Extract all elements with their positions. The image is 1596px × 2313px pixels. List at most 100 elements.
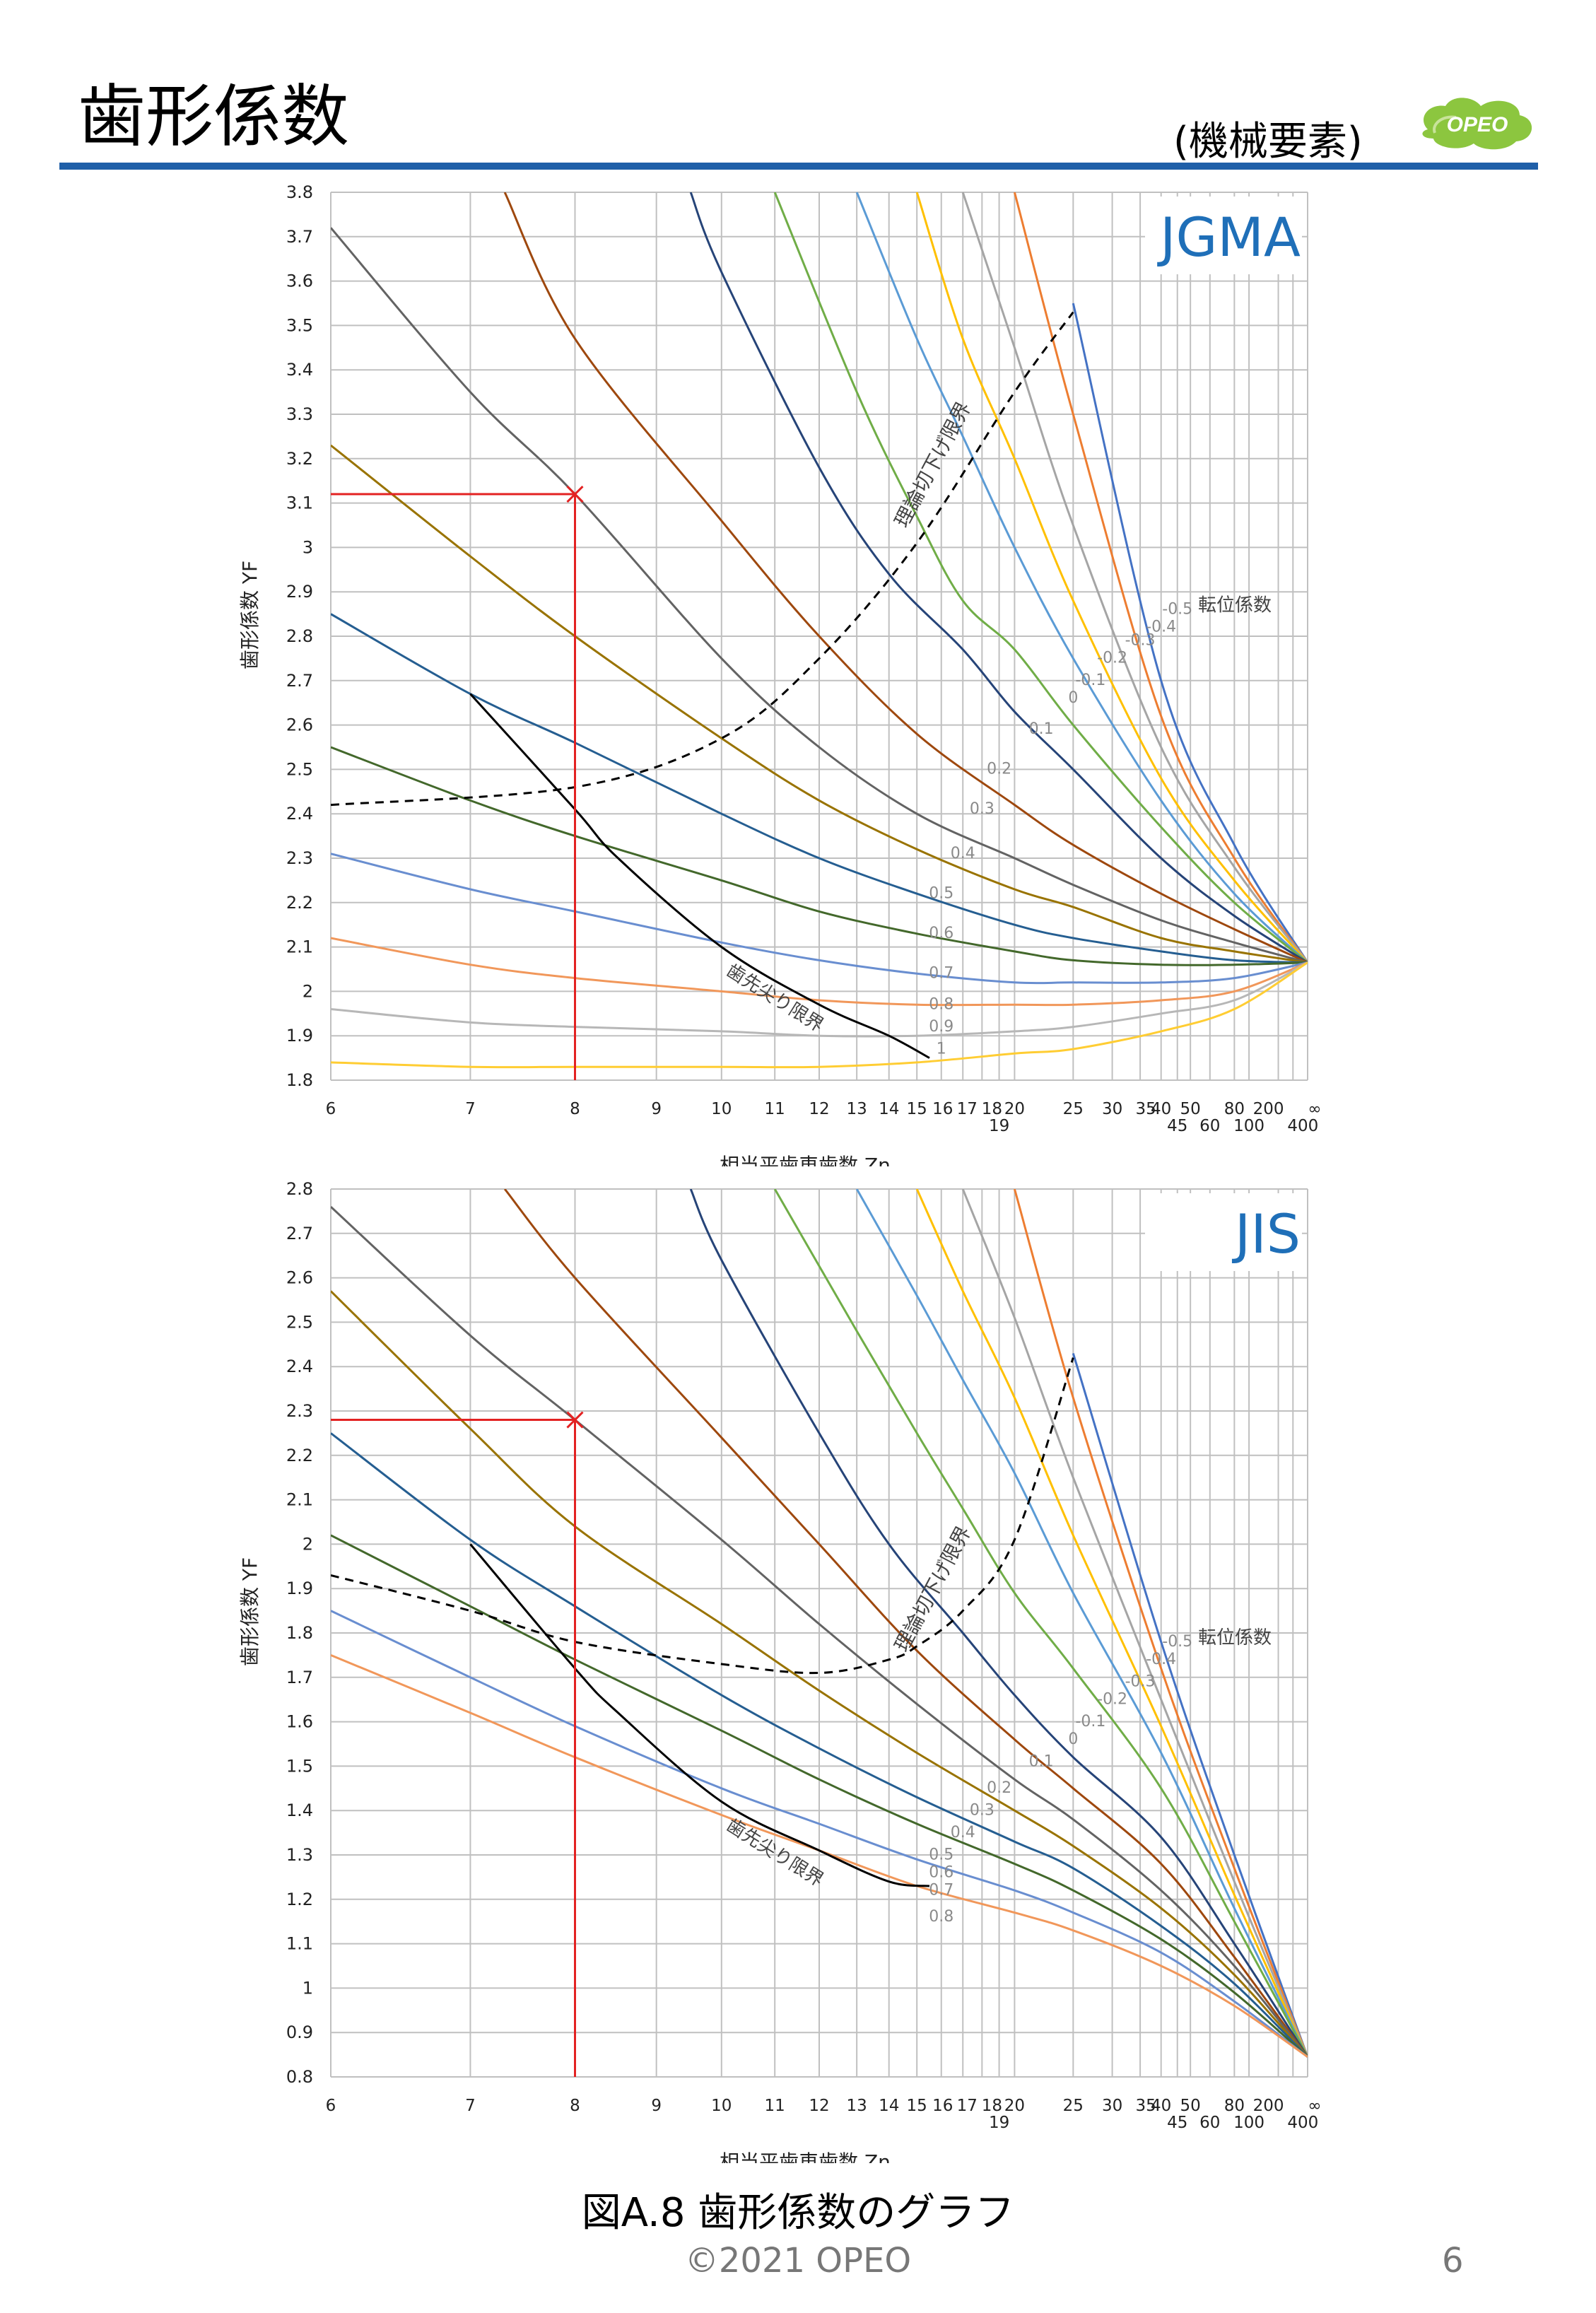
series-label: 0.9 — [929, 1018, 954, 1036]
y-tick-label: 2.8 — [286, 1179, 313, 1199]
series-line — [1072, 303, 1308, 964]
chart-title: JGMA — [1157, 206, 1301, 269]
y-tick-label: 2.5 — [286, 1312, 313, 1332]
x-tick-label: 12 — [809, 1100, 829, 1118]
legend-title: 転位係数 — [1198, 1627, 1272, 1649]
undercut-limit-line — [331, 311, 1074, 807]
series-line — [915, 192, 1308, 964]
x-tick-label: 25 — [1063, 2097, 1084, 2115]
series-label: 0.2 — [987, 761, 1011, 778]
x-tick-label: 12 — [809, 2097, 829, 2115]
x-tick-label: 19 — [989, 2114, 1009, 2132]
x-tick-label: 15 — [907, 1100, 927, 1118]
x-tick-label: 60 — [1199, 1117, 1220, 1135]
y-tick-label: 3.1 — [286, 493, 313, 513]
chart-jis: 0.8 0.9 1 1.1 1.2 1.3 1.4 1.5 1.6 1.7 1.8 1.9 2 2.1 2.… — [238, 1179, 1322, 2163]
y-tick-label: 1.9 — [286, 1579, 313, 1598]
y-tick-label: 2.1 — [286, 1490, 313, 1510]
y-tick-label: 2.2 — [286, 893, 313, 913]
x-tick-label: 16 — [932, 2097, 953, 2115]
y-tick-label: 1.4 — [286, 1800, 313, 1820]
series-line — [915, 1189, 1308, 2058]
x-tick-label: 9 — [651, 1100, 662, 1118]
x-tick-label: 100 — [1233, 2114, 1265, 2132]
marker-cross — [566, 1411, 584, 1429]
x-tick-label: 20 — [1004, 1100, 1025, 1118]
series-line — [331, 227, 1308, 964]
x-tick-label: 10 — [711, 1100, 732, 1118]
series-label: -0.4 — [1146, 619, 1176, 636]
series-label: 0.3 — [970, 1801, 994, 1819]
plot-area — [331, 1189, 1308, 2058]
y-tick-label: 2.7 — [286, 1224, 313, 1243]
series-line — [331, 1534, 1308, 2058]
y-tick-label: 1.8 — [286, 1623, 313, 1643]
chart-title-bg — [1145, 197, 1302, 274]
undercut-limit-line — [331, 1357, 1074, 1675]
series-label: -0.3 — [1125, 632, 1156, 650]
y-tick-label: 3.4 — [286, 360, 313, 380]
series-label: -0.2 — [1097, 1690, 1127, 1708]
x-tick-label: 80 — [1224, 1100, 1245, 1118]
y-tick-label: 2.2 — [286, 1446, 313, 1465]
series-line — [331, 613, 1308, 964]
chart-jgma: 1.8 1.9 2 2.1 2.2 2.3 2.4 2.5 2.6 2.7 2.8 2.9 3 3.1 3.… — [238, 182, 1322, 1166]
grid — [330, 1188, 1308, 2078]
y-tick-label: 2.7 — [286, 671, 313, 691]
x-tick-label: 11 — [765, 2097, 785, 2115]
x-tick-label: 25 — [1063, 1100, 1084, 1118]
series-line — [503, 192, 1308, 964]
y-tick-label: 2.4 — [286, 1357, 313, 1376]
x-tick-label: 40 — [1151, 1100, 1171, 1118]
series-label: -0.5 — [1162, 601, 1192, 619]
series-label: -0.1 — [1075, 672, 1105, 689]
x-tick-label: 17 — [957, 2097, 978, 2115]
series-line — [331, 1432, 1308, 2058]
legend-title: 転位係数 — [1198, 595, 1272, 616]
series-label: 0.1 — [1029, 1752, 1054, 1770]
series-line — [961, 1189, 1308, 2058]
opeo-logo: OPEO — [1422, 98, 1532, 150]
y-tick-label: 3 — [303, 537, 313, 557]
series-line — [689, 1189, 1308, 2058]
copyright: ©2021 OPEO — [684, 2241, 912, 2280]
y-tick-label: 1.5 — [286, 1756, 313, 1776]
x-tick-label: 30 — [1102, 2097, 1122, 2115]
x-tick-label: 30 — [1102, 1100, 1122, 1118]
y-tick-label: 2 — [303, 1534, 313, 1554]
series-label: 0 — [1068, 1731, 1078, 1748]
series-label: 0.4 — [951, 1824, 975, 1841]
x-tick-label: 14 — [879, 1100, 899, 1118]
y-tick-label: 2 — [303, 981, 313, 1001]
x-tick-label: 8 — [570, 2097, 580, 2115]
y-tick-label: 2.4 — [286, 804, 313, 824]
y-tick-label: 1.7 — [286, 1668, 313, 1687]
y-tick-label: 3.5 — [286, 315, 313, 335]
y-tick-label: 1.9 — [286, 1026, 313, 1046]
series-label: 1 — [937, 1040, 946, 1058]
series-line — [1013, 1189, 1308, 2058]
series-label: 0.5 — [929, 885, 954, 903]
series-line — [331, 1654, 1308, 2058]
page-title: 歯形係数 — [78, 77, 349, 156]
series-label: 0.3 — [970, 800, 994, 818]
x-tick-label: 60 — [1199, 2114, 1220, 2132]
x-tick-label: 100 — [1233, 1117, 1265, 1135]
y-tick-label: 2.6 — [286, 715, 313, 735]
x-tick-label: 13 — [847, 2097, 867, 2115]
x-tick-label: 20 — [1004, 2097, 1025, 2115]
series-label: 0.4 — [951, 845, 975, 862]
y-tick-label: 2.3 — [286, 848, 313, 868]
figure-caption: 図A.8 歯形係数のグラフ — [581, 2190, 1015, 2236]
y-tick-label: 3.8 — [286, 182, 313, 202]
series-label: -0.1 — [1075, 1713, 1105, 1731]
x-tick-label: 400 — [1287, 1117, 1318, 1135]
series-label: -0.3 — [1125, 1673, 1156, 1690]
x-tick-label: 11 — [765, 1100, 785, 1118]
y-tick-label: 3.7 — [286, 227, 313, 247]
y-tick-label: 1.8 — [286, 1070, 313, 1090]
series-label: 0.7 — [929, 965, 954, 983]
series-line — [961, 192, 1308, 964]
series-label: 0.6 — [929, 925, 954, 942]
x-tick-label: 17 — [957, 1100, 978, 1118]
